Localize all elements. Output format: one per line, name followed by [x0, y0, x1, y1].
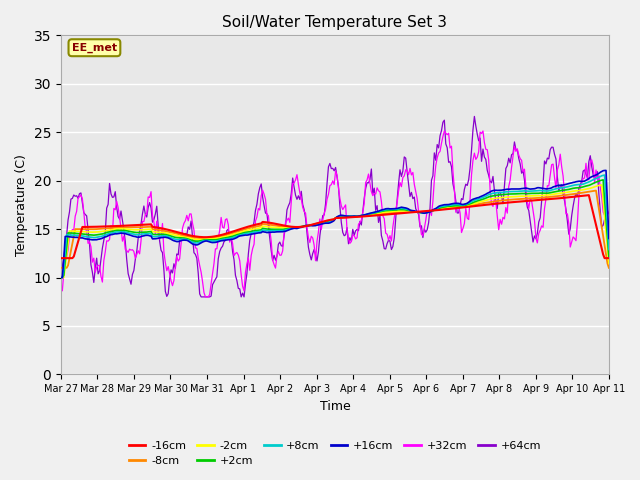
+32cm [76, 194, 83, 200]
+64cm [197, 294, 205, 300]
+32cm [449, 168, 457, 174]
-16cm [57, 255, 65, 261]
+8cm [601, 172, 609, 178]
+2cm [602, 216, 610, 221]
-8cm [529, 195, 537, 201]
+2cm [57, 275, 65, 280]
+64cm [340, 233, 348, 239]
-2cm [447, 204, 455, 210]
-8cm [592, 188, 600, 193]
Line: +2cm: +2cm [61, 180, 609, 277]
-2cm [598, 182, 605, 188]
-8cm [605, 265, 612, 271]
+32cm [479, 128, 487, 134]
-8cm [76, 226, 83, 232]
+32cm [57, 287, 65, 293]
-2cm [529, 193, 537, 199]
-2cm [339, 214, 347, 220]
-16cm [585, 192, 593, 198]
+2cm [339, 213, 347, 219]
+8cm [339, 213, 347, 219]
-8cm [93, 226, 100, 232]
+16cm [605, 236, 612, 241]
-16cm [76, 234, 83, 240]
+8cm [76, 233, 83, 239]
+16cm [93, 237, 100, 242]
+16cm [447, 201, 455, 207]
Line: -16cm: -16cm [61, 195, 609, 258]
+32cm [532, 235, 540, 241]
+2cm [93, 232, 100, 238]
X-axis label: Time: Time [319, 400, 350, 413]
Line: +8cm: +8cm [61, 175, 609, 277]
Line: -2cm: -2cm [61, 185, 609, 277]
-16cm [93, 224, 100, 229]
-16cm [602, 255, 610, 261]
+64cm [604, 226, 611, 231]
+16cm [339, 213, 347, 218]
+8cm [602, 197, 610, 203]
+64cm [57, 265, 65, 271]
-16cm [529, 198, 537, 204]
+64cm [76, 191, 83, 196]
-8cm [602, 252, 610, 257]
+64cm [93, 255, 100, 261]
+64cm [449, 181, 457, 187]
Line: -8cm: -8cm [61, 191, 609, 268]
+2cm [529, 191, 537, 196]
-16cm [447, 206, 455, 212]
Line: +64cm: +64cm [61, 117, 609, 297]
+8cm [447, 202, 455, 208]
+8cm [529, 188, 537, 194]
Y-axis label: Temperature (C): Temperature (C) [15, 154, 28, 256]
-8cm [339, 215, 347, 220]
+2cm [76, 231, 83, 237]
-2cm [76, 228, 83, 234]
-8cm [447, 205, 455, 211]
-2cm [605, 261, 612, 266]
Line: +32cm: +32cm [61, 131, 609, 297]
+16cm [601, 168, 609, 173]
+32cm [93, 264, 100, 270]
Legend: -16cm, -8cm, -2cm, +2cm, +8cm, +16cm, +32cm, +64cm: -16cm, -8cm, -2cm, +2cm, +8cm, +16cm, +3… [124, 436, 545, 470]
+64cm [605, 229, 612, 235]
+64cm [470, 114, 478, 120]
-2cm [57, 275, 65, 280]
+2cm [605, 254, 612, 260]
-2cm [93, 229, 100, 235]
+8cm [57, 275, 65, 280]
+32cm [605, 211, 612, 216]
+16cm [602, 168, 610, 173]
+8cm [93, 234, 100, 240]
+16cm [57, 275, 65, 280]
Title: Soil/Water Temperature Set 3: Soil/Water Temperature Set 3 [222, 15, 447, 30]
-8cm [57, 265, 65, 271]
+64cm [532, 236, 540, 241]
+2cm [599, 177, 607, 183]
+16cm [529, 186, 537, 192]
+32cm [202, 294, 209, 300]
-16cm [339, 215, 347, 221]
Text: EE_met: EE_met [72, 43, 117, 53]
+2cm [447, 203, 455, 209]
Line: +16cm: +16cm [61, 170, 609, 277]
+32cm [340, 204, 348, 210]
-16cm [605, 255, 612, 261]
+8cm [605, 247, 612, 252]
+32cm [604, 207, 611, 213]
-2cm [602, 229, 610, 235]
+16cm [76, 235, 83, 240]
